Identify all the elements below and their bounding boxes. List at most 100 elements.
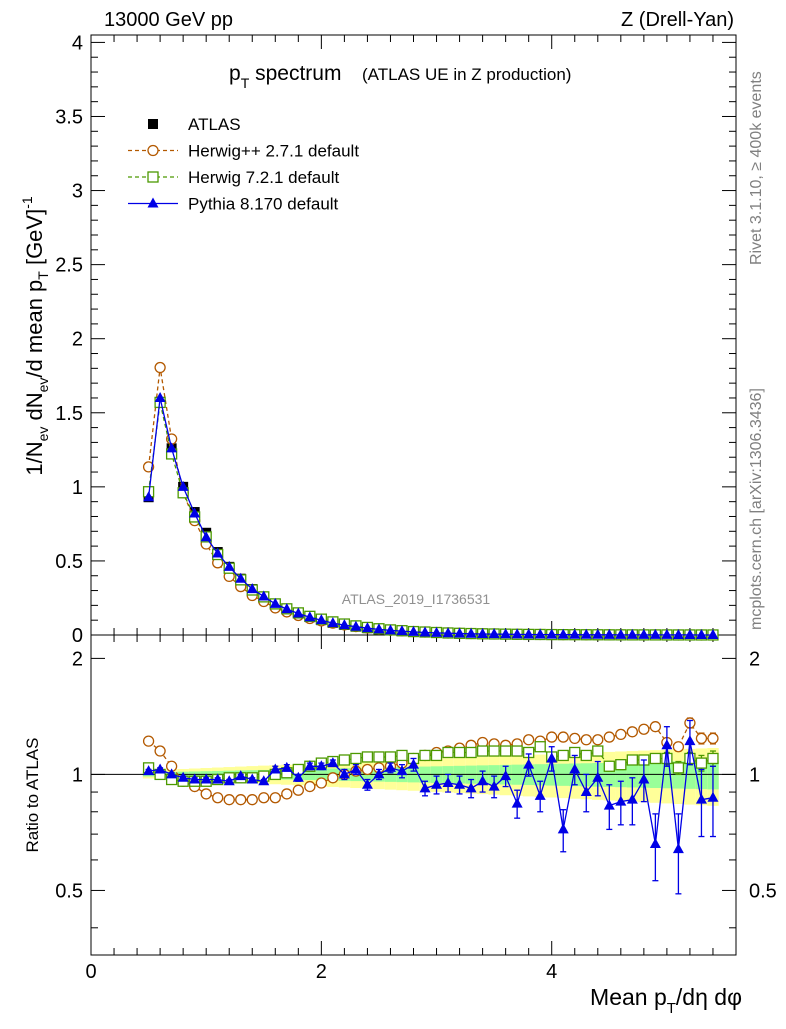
legend-item: Pythia 8.170 default xyxy=(128,195,339,214)
data-point-top xyxy=(373,623,385,634)
data-point-ratio xyxy=(315,760,327,771)
data-point-ratio xyxy=(488,745,500,757)
data-point-ratio xyxy=(707,752,719,765)
data-point-ratio xyxy=(615,759,627,771)
header-left: 13000 GeV pp xyxy=(104,9,233,31)
data-point-top xyxy=(327,617,339,628)
data-point-ratio xyxy=(396,765,408,776)
data-point-top xyxy=(661,628,673,639)
data-point-top xyxy=(246,583,258,594)
data-point-ratio xyxy=(477,775,489,786)
data-point-top xyxy=(638,628,650,639)
title-main: pT spectrum xyxy=(229,62,341,91)
data-point-ratio xyxy=(304,760,316,771)
data-point-ratio xyxy=(557,731,569,743)
data-point-ratio xyxy=(695,793,707,804)
data-point-ratio xyxy=(166,768,178,779)
data-point-top xyxy=(454,627,466,638)
data-point-top xyxy=(384,624,396,635)
data-point-ratio xyxy=(672,741,685,753)
uncertainty-band-inner xyxy=(684,761,696,789)
plot-title: pT spectrum (ATLAS UE in Z production) xyxy=(229,62,571,91)
data-point-ratio xyxy=(258,792,270,804)
data-point-ratio xyxy=(269,792,281,804)
data-point-top xyxy=(534,628,546,639)
data-point-top xyxy=(477,627,489,638)
data-point-top xyxy=(281,603,293,614)
data-point-ratio xyxy=(212,792,224,804)
data-point-ratio xyxy=(315,777,328,789)
x-tick-label: 4 xyxy=(546,961,557,983)
data-point-ratio xyxy=(603,799,615,810)
data-point-ratio xyxy=(626,793,638,804)
rivet-label: Rivet 3.1.10, ≥ 400k events xyxy=(748,71,765,265)
data-point-top xyxy=(580,628,592,639)
data-point-top xyxy=(143,491,155,502)
y-tick-label: 0.5 xyxy=(55,551,83,573)
data-point-top xyxy=(603,628,615,639)
ratio-y-tick-label: 1 xyxy=(72,764,83,786)
uncertainty-band-inner xyxy=(661,761,673,789)
data-point-ratio xyxy=(235,770,247,781)
data-point-ratio xyxy=(384,761,396,772)
data-point-ratio xyxy=(557,823,569,834)
data-point-ratio xyxy=(684,735,696,746)
y-tick-label: 4 xyxy=(72,32,83,54)
legend-item: Herwig++ 2.7.1 default xyxy=(128,142,359,161)
data-point-ratio xyxy=(603,731,615,743)
data-point-ratio xyxy=(649,752,662,765)
legend-marker xyxy=(147,171,159,183)
data-point-top xyxy=(569,628,581,639)
data-point-top xyxy=(396,625,408,636)
data-point-top xyxy=(546,628,558,639)
data-point-top xyxy=(200,531,212,542)
data-point-ratio xyxy=(615,728,627,741)
series-line-ratio xyxy=(148,721,713,801)
data-point-ratio xyxy=(177,771,189,782)
y-tick-label: 2 xyxy=(72,329,83,351)
data-point-ratio xyxy=(465,782,477,793)
data-point-ratio xyxy=(476,745,489,757)
data-point-top xyxy=(695,628,707,639)
data-point-ratio xyxy=(281,761,293,772)
data-point-ratio xyxy=(454,778,466,789)
data-point-top xyxy=(292,607,304,618)
data-point-ratio xyxy=(442,777,454,788)
data-point-ratio xyxy=(292,784,304,796)
data-point-ratio xyxy=(338,768,350,779)
data-point-ratio xyxy=(143,765,155,776)
data-point-ratio xyxy=(361,778,373,789)
y-tick-label: 3 xyxy=(72,181,83,203)
header-right: Z (Drell-Yan) xyxy=(621,9,734,31)
data-point-top xyxy=(154,391,166,402)
data-point-ratio xyxy=(154,763,166,774)
data-point-top xyxy=(672,628,684,639)
data-point-ratio xyxy=(523,734,535,746)
x-tick-label: 2 xyxy=(316,961,327,983)
data-point-ratio xyxy=(649,721,662,733)
data-point-top xyxy=(350,620,362,631)
data-point-ratio xyxy=(649,837,661,848)
legend-label: ATLAS xyxy=(188,115,241,134)
data-point-ratio xyxy=(592,734,604,746)
data-point-top xyxy=(442,627,454,638)
data-point-top xyxy=(626,628,638,639)
y-tick-label: 2.5 xyxy=(55,255,83,277)
data-point-ratio xyxy=(557,749,569,762)
data-point-ratio xyxy=(511,745,523,757)
data-point-ratio xyxy=(154,745,166,757)
data-point-ratio xyxy=(569,732,581,745)
ratio-y-tick-label: 2 xyxy=(72,648,83,670)
data-point-ratio xyxy=(361,763,374,776)
data-point-ratio xyxy=(223,775,235,786)
watermark: ATLAS_2019_I1736531 xyxy=(342,591,491,607)
svg-text:1/Nev dNev/d mean pT [GeV]-1: 1/Nev dNev/d mean pT [GeV]-1 xyxy=(19,196,51,476)
data-point-top xyxy=(361,622,373,633)
data-point-top xyxy=(649,628,661,639)
legend-marker xyxy=(147,144,159,157)
legend-item: Herwig 7.2.1 default xyxy=(128,168,339,187)
data-point-ratio xyxy=(304,780,316,793)
data-point-top xyxy=(511,628,523,639)
data-point-ratio xyxy=(500,770,512,781)
